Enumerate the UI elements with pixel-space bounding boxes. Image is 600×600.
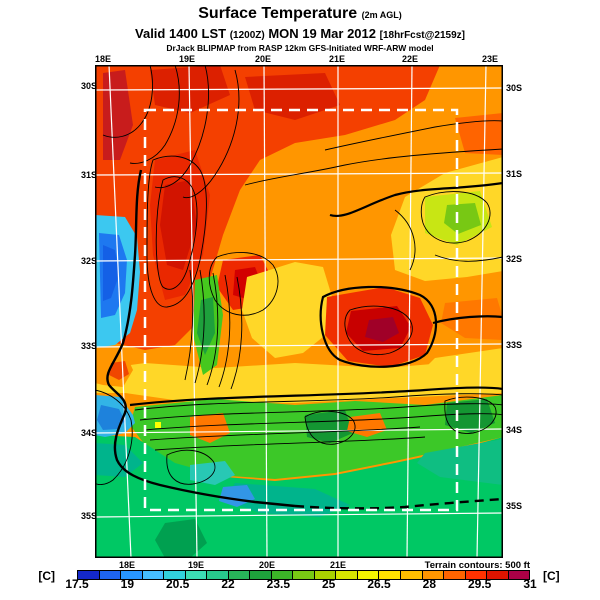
x-axis-label-bottom: 18E — [118, 560, 136, 570]
colorbar-tick-label: 20.5 — [165, 577, 190, 591]
valid-time-line: Valid 1400 LST (1200Z) MON 19 Mar 2012 [… — [0, 26, 600, 41]
model-domain-box — [143, 108, 459, 512]
colorbar-segment — [465, 571, 488, 579]
model-credit: DrJack BLIPMAP from RASP 12km GFS-Initia… — [166, 43, 434, 53]
colorbar-segment — [228, 571, 251, 579]
colorbar-segment — [164, 571, 186, 579]
temperature-colorbar — [77, 570, 530, 580]
y-axis-label-right: 34S — [506, 425, 523, 435]
colorbar-segment — [78, 571, 100, 579]
colorbar-segment — [293, 571, 315, 579]
colorbar-segment — [357, 571, 380, 579]
colorbar-tick-label: 25 — [321, 577, 336, 591]
colorbar-segment — [487, 571, 509, 579]
x-axis-label-top: 23E — [481, 54, 499, 64]
colorbar-unit-left: [C] — [38, 569, 55, 583]
colorbar-segment — [99, 571, 122, 579]
title-suffix: (2m AGL) — [361, 10, 402, 20]
colorbar-tick-label: 23.5 — [266, 577, 291, 591]
colorbar-segment — [336, 571, 358, 579]
init-time: (1200Z) — [229, 30, 265, 41]
colorbar-tick-label: 17.5 — [65, 577, 89, 591]
colorbar-tick-label: 31 — [523, 577, 537, 591]
page-title: Surface Temperature (2m AGL) — [0, 5, 600, 23]
colorbar-tick-label: 19 — [120, 577, 135, 591]
colorbar-segment — [444, 571, 466, 579]
valid-date: MON 19 Mar 2012 — [268, 26, 376, 41]
colorbar-segment — [314, 571, 337, 579]
terrain-contour-lines-thick — [129, 181, 503, 407]
y-axis-label-left: 35S — [80, 511, 97, 521]
colorbar-segment — [185, 571, 208, 579]
y-axis-label-left: 31S — [80, 170, 97, 180]
y-axis-label-left: 30S — [80, 81, 97, 91]
x-axis-label-bottom: 20E — [258, 560, 276, 570]
colorbar-segment — [400, 571, 423, 579]
terrain-contour-lines — [95, 65, 503, 485]
y-axis-label-left: 34S — [80, 428, 97, 438]
x-axis-label-bottom: 19E — [187, 560, 205, 570]
temperature-map — [95, 65, 503, 558]
colorbar-unit-right: [C] — [543, 569, 560, 583]
colorbar-segment — [250, 571, 272, 579]
valid-prefix: Valid 1400 LST — [135, 26, 227, 41]
x-axis-label-top: 21E — [328, 54, 346, 64]
x-axis-label-top: 22E — [401, 54, 419, 64]
colorbar-tick-label: 26.5 — [367, 577, 391, 591]
x-axis-label-top: 18E — [94, 54, 112, 64]
colorbar-segment — [142, 571, 165, 579]
title-main: Surface Temperature — [198, 5, 358, 22]
x-axis-label-top: 20E — [254, 54, 272, 64]
y-axis-label-right: 33S — [506, 340, 523, 350]
forecast-tag: [18hrFcst@2159z] — [379, 30, 465, 41]
colorbar-segment — [121, 571, 143, 579]
y-axis-label-left: 33S — [80, 341, 97, 351]
colorbar-segment — [207, 571, 229, 579]
colorbar-tick-label: 22 — [221, 577, 235, 591]
colorbar-segment — [508, 571, 530, 579]
y-axis-label-right: 32S — [506, 254, 523, 264]
colorbar-tick-label: 28 — [422, 577, 437, 591]
y-axis-label-right: 31S — [506, 169, 523, 179]
terrain-contour-note: Terrain contours: 500 ft — [424, 560, 530, 571]
x-axis-label-top: 19E — [178, 54, 196, 64]
x-axis-label-bottom: 21E — [329, 560, 347, 570]
map-border — [95, 65, 503, 558]
y-axis-label-right: 30S — [506, 83, 523, 93]
y-axis-label-right: 35S — [506, 501, 523, 511]
colorbar-segment — [271, 571, 294, 579]
coastline — [106, 169, 503, 510]
colorbar-segment — [422, 571, 445, 579]
y-axis-label-left: 32S — [80, 256, 97, 266]
colorbar-tick-label: 29.5 — [467, 577, 492, 591]
colorbar-segment — [379, 571, 401, 579]
map-canvas — [95, 65, 503, 558]
